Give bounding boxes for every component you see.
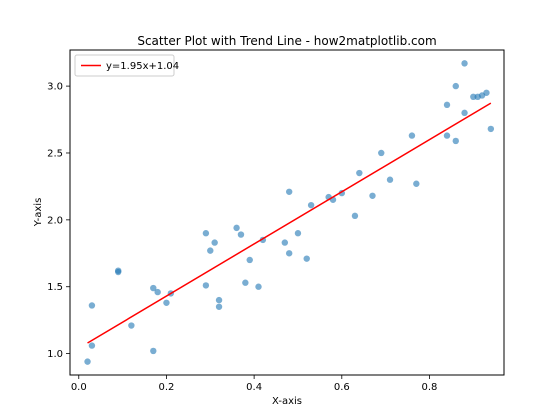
data-point-2 [88,302,96,309]
data-point-14 [211,239,218,246]
x-axis-label: X-axis [272,396,302,407]
legend: y=1.95x+1.04 [74,54,179,77]
data-point-37 [408,132,416,139]
data-point-48 [483,89,490,96]
data-point-32 [351,212,359,220]
data-point-26 [294,230,302,237]
data-point-41 [452,82,459,90]
data-point-36 [386,176,394,183]
data-point-4 [115,267,122,274]
y-tick-label-1: 1.5 [47,282,63,293]
data-point-13 [207,247,214,254]
chart-title: Scatter Plot with Trend Line - how2matpl… [137,34,436,48]
data-point-16 [215,303,223,310]
data-point-33 [356,169,363,177]
data-point-15 [215,296,223,304]
trend-line [87,102,492,344]
data-point-25 [285,250,293,257]
x-tick-label-0: 0.0 [71,382,87,393]
data-point-9 [163,299,170,306]
data-point-35 [378,149,385,157]
data-point-43 [461,109,468,117]
data-point-45 [470,93,477,101]
x-tick-label-3: 0.6 [334,382,350,393]
x-tick-label-1: 0.2 [158,382,174,393]
data-point-1 [88,342,96,349]
data-point-23 [281,239,289,246]
data-point-5 [128,322,135,329]
plot-area: 0.0 0.2 0.4 0.6 0.8 1.0 1.5 2.0 2.5 3.0 [47,60,495,393]
data-point-8 [154,288,161,296]
data-point-27 [303,255,310,262]
data-point-34 [369,192,376,199]
legend-label-trend-line: y=1.95x+1.04 [106,61,179,72]
data-point-21 [255,283,262,290]
data-point-19 [242,279,249,286]
data-point-44 [461,60,468,67]
x-tick-label-4: 0.8 [422,382,438,393]
data-point-42 [452,137,459,145]
data-point-24 [285,188,293,195]
data-point-11 [202,230,210,237]
data-point-39 [443,101,451,109]
data-point-28 [307,201,315,209]
y-tick-label-3: 2.5 [47,148,63,159]
data-point-7 [150,284,157,292]
data-point-38 [413,180,420,187]
y-axis-label: Y-axis [33,198,44,228]
data-point-6 [150,347,157,355]
data-point-17 [233,224,240,232]
x-tick-label-2: 0.4 [246,382,262,393]
data-point-20 [246,256,253,264]
data-point-49 [487,125,495,133]
data-point-12 [202,282,210,289]
legend-box [74,54,175,77]
y-tick-label-0: 1.0 [47,349,63,360]
y-tick-label-4: 3.0 [47,82,63,93]
data-point-40 [443,132,451,139]
data-point-0 [84,358,91,365]
data-point-18 [237,231,245,238]
y-tick-label-2: 2.0 [47,215,63,226]
plot-frame [69,49,505,376]
